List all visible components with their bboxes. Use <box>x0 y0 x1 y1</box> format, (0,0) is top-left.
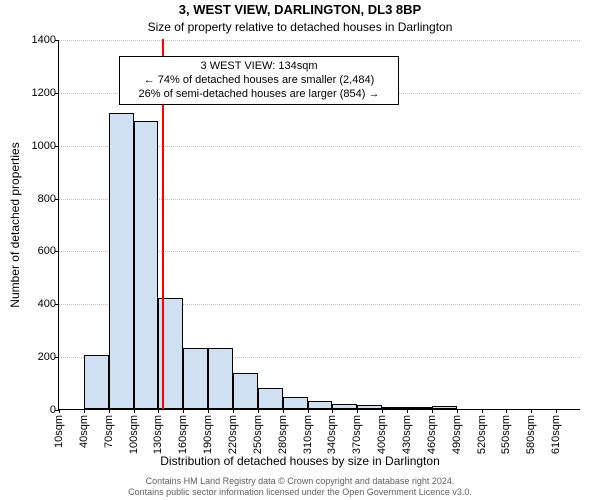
histogram-bar <box>382 407 407 409</box>
histogram-bar <box>432 406 457 409</box>
y-tick-label: 400 <box>16 298 56 310</box>
x-tick-mark <box>457 409 458 413</box>
annotation-line: 3 WEST VIEW: 134sqm <box>126 60 392 74</box>
x-tick-mark <box>506 409 507 413</box>
x-tick-mark <box>382 409 383 413</box>
chart-subtitle: Size of property relative to detached ho… <box>0 20 600 34</box>
histogram-bar <box>109 113 134 409</box>
x-tick-mark <box>432 409 433 413</box>
x-tick-mark <box>407 409 408 413</box>
x-tick-mark <box>332 409 333 413</box>
histogram-bar <box>134 121 159 409</box>
gridline-h <box>59 40 580 41</box>
annotation-line: 26% of semi-detached houses are larger (… <box>126 88 392 102</box>
y-axis-label: Number of detached properties <box>8 142 22 307</box>
annotation-line: ← 74% of detached houses are smaller (2,… <box>126 74 392 88</box>
x-tick-mark <box>308 409 309 413</box>
x-tick-mark <box>357 409 358 413</box>
x-tick-mark <box>208 409 209 413</box>
x-tick-mark <box>258 409 259 413</box>
x-tick-mark <box>158 409 159 413</box>
x-tick-mark <box>109 409 110 413</box>
license-line-2: Contains public sector information licen… <box>128 487 472 497</box>
histogram-bar <box>233 373 258 409</box>
plot-area: 020040060080010001200140010sqm40sqm70sqm… <box>58 40 580 410</box>
y-tick-label: 200 <box>16 351 56 363</box>
chart-container: 3, WEST VIEW, DARLINGTON, DL3 8BP Size o… <box>0 0 600 500</box>
y-tick-label: 600 <box>16 245 56 257</box>
license-line-1: Contains HM Land Registry data © Crown c… <box>146 476 455 486</box>
x-tick-mark <box>183 409 184 413</box>
histogram-bar <box>283 397 308 409</box>
histogram-bar <box>208 348 233 409</box>
x-tick-mark <box>531 409 532 413</box>
chart-title: 3, WEST VIEW, DARLINGTON, DL3 8BP <box>0 2 600 17</box>
y-tick-label: 1200 <box>16 87 56 99</box>
x-tick-mark <box>84 409 85 413</box>
y-tick-label: 800 <box>16 193 56 205</box>
histogram-bar <box>84 355 109 409</box>
x-tick-mark <box>233 409 234 413</box>
x-axis-label: Distribution of detached houses by size … <box>0 454 600 468</box>
histogram-bar <box>183 348 208 409</box>
histogram-bar <box>357 405 382 409</box>
x-tick-mark <box>556 409 557 413</box>
annotation-box: 3 WEST VIEW: 134sqm← 74% of detached hou… <box>119 56 399 105</box>
histogram-bar <box>308 401 333 409</box>
license-text: Contains HM Land Registry data © Crown c… <box>0 476 600 498</box>
histogram-bar <box>258 388 283 409</box>
x-tick-mark <box>482 409 483 413</box>
y-tick-label: 1400 <box>16 34 56 46</box>
x-tick-mark <box>134 409 135 413</box>
histogram-bar <box>407 407 432 409</box>
y-tick-label: 1000 <box>16 140 56 152</box>
y-tick-label: 0 <box>16 404 56 416</box>
histogram-bar <box>332 404 357 409</box>
x-tick-mark <box>59 409 60 413</box>
x-tick-mark <box>283 409 284 413</box>
